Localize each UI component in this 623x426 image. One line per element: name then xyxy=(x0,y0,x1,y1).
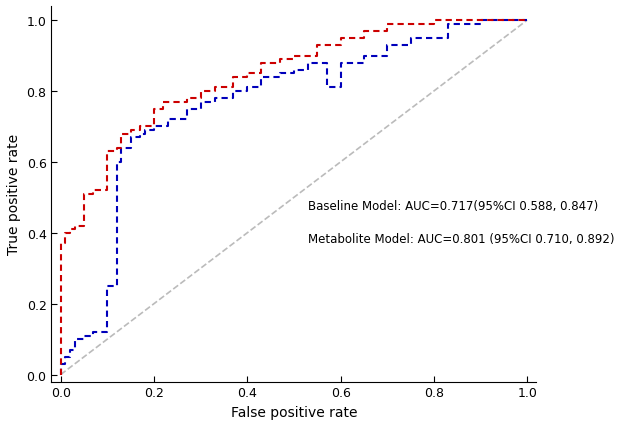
Text: Metabolite Model: AUC=0.801 (95%CI 0.710, 0.892): Metabolite Model: AUC=0.801 (95%CI 0.710… xyxy=(308,233,615,246)
X-axis label: False positive rate: False positive rate xyxy=(231,405,357,419)
Y-axis label: True positive rate: True positive rate xyxy=(7,134,21,255)
Text: Baseline Model: AUC=0.717(95%CI 0.588, 0.847): Baseline Model: AUC=0.717(95%CI 0.588, 0… xyxy=(308,199,599,212)
